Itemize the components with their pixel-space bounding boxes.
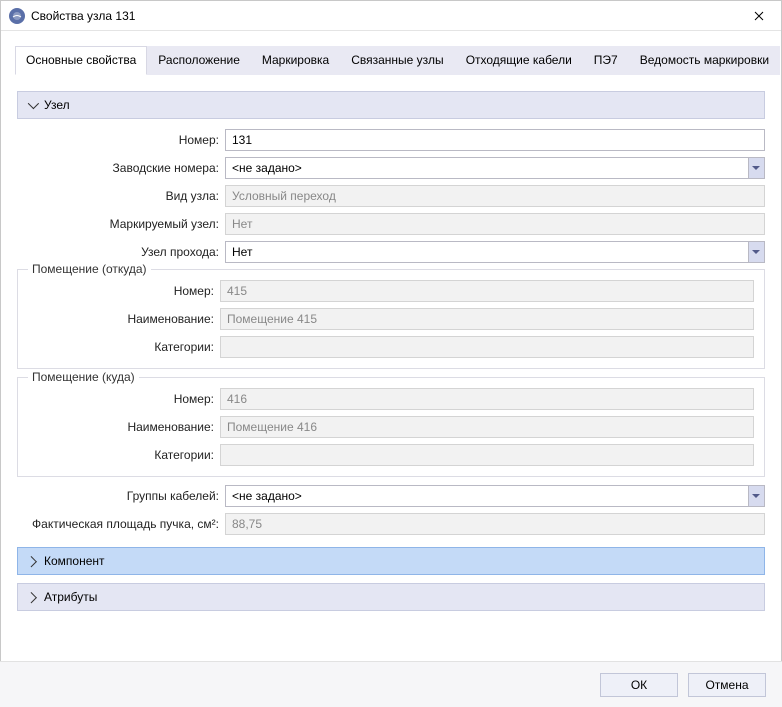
label-room-to-name: Наименование: (28, 420, 220, 434)
tab-location[interactable]: Расположение (147, 46, 251, 75)
group-room-to: Помещение (куда) Номер: Наименование: Ка… (17, 377, 765, 477)
label-room-from-name: Наименование: (28, 312, 220, 326)
input-room-to-categories (220, 444, 754, 466)
input-passage-node[interactable] (225, 241, 748, 263)
label-room-to-categories: Категории: (28, 448, 220, 462)
content-area: Узел Номер: Заводские номера: Вид узла: … (1, 75, 781, 629)
row-number: Номер: (17, 129, 765, 151)
tab-linked-nodes[interactable]: Связанные узлы (340, 46, 454, 75)
titlebar: Свойства узла 131 (1, 1, 781, 31)
label-room-from-number: Номер: (28, 284, 220, 298)
window-title: Свойства узла 131 (31, 9, 737, 23)
section-body-node: Номер: Заводские номера: Вид узла: Марки… (17, 129, 765, 547)
label-node-type: Вид узла: (17, 189, 225, 203)
legend-room-from: Помещение (откуда) (28, 262, 151, 276)
tab-bar: Основные свойства Расположение Маркировк… (1, 31, 781, 75)
chevron-down-icon (752, 494, 760, 498)
input-cable-groups[interactable] (225, 485, 748, 507)
section-header-component[interactable]: Компонент (17, 547, 765, 575)
label-bundle-area: Фактическая площадь пучка, см²: (17, 517, 225, 531)
chevron-right-icon (26, 592, 37, 603)
input-room-to-number (220, 388, 754, 410)
label-passage-node: Узел прохода: (17, 245, 225, 259)
cancel-button[interactable]: Отмена (688, 673, 766, 697)
tab-main-properties[interactable]: Основные свойства (15, 46, 147, 75)
row-room-from-number: Номер: (28, 280, 754, 302)
dropdown-passage-node[interactable] (748, 241, 765, 263)
label-room-from-categories: Категории: (28, 340, 220, 354)
tab-outgoing-cables[interactable]: Отходящие кабели (455, 46, 583, 75)
row-passage-node: Узел прохода: (17, 241, 765, 263)
dropdown-cable-groups[interactable] (748, 485, 765, 507)
dialog-footer: ОК Отмена (0, 661, 782, 707)
input-markable (225, 213, 765, 235)
label-factory-numbers: Заводские номера: (17, 161, 225, 175)
chevron-right-icon (26, 556, 37, 567)
input-room-to-name (220, 416, 754, 438)
row-room-to-name: Наименование: (28, 416, 754, 438)
row-room-from-categories: Категории: (28, 336, 754, 358)
input-number[interactable] (225, 129, 765, 151)
input-room-from-name (220, 308, 754, 330)
row-cable-groups: Группы кабелей: (17, 485, 765, 507)
row-node-type: Вид узла: (17, 185, 765, 207)
close-icon (754, 11, 764, 21)
input-factory-numbers[interactable] (225, 157, 748, 179)
section-title-component: Компонент (44, 554, 105, 568)
tab-marking[interactable]: Маркировка (251, 46, 340, 75)
row-room-from-name: Наименование: (28, 308, 754, 330)
label-room-to-number: Номер: (28, 392, 220, 406)
label-number: Номер: (17, 133, 225, 147)
row-bundle-area: Фактическая площадь пучка, см²: (17, 513, 765, 535)
chevron-down-icon (752, 250, 760, 254)
chevron-down-icon (28, 98, 39, 109)
input-node-type (225, 185, 765, 207)
label-markable: Маркируемый узел: (17, 217, 225, 231)
ok-button[interactable]: ОК (600, 673, 678, 697)
section-header-attributes[interactable]: Атрибуты (17, 583, 765, 611)
section-title-attributes: Атрибуты (44, 590, 97, 604)
chevron-down-icon (752, 166, 760, 170)
row-room-to-number: Номер: (28, 388, 754, 410)
input-bundle-area (225, 513, 765, 535)
group-room-from: Помещение (откуда) Номер: Наименование: … (17, 269, 765, 369)
section-title-node: Узел (44, 98, 70, 112)
tab-marking-sheet[interactable]: Ведомость маркировки (629, 46, 780, 75)
row-markable: Маркируемый узел: (17, 213, 765, 235)
legend-room-to: Помещение (куда) (28, 370, 139, 384)
row-room-to-categories: Категории: (28, 444, 754, 466)
input-room-from-categories (220, 336, 754, 358)
dropdown-factory-numbers[interactable] (748, 157, 765, 179)
input-room-from-number (220, 280, 754, 302)
app-icon (9, 8, 25, 24)
tab-pe7[interactable]: ПЭ7 (583, 46, 629, 75)
row-factory-numbers: Заводские номера: (17, 157, 765, 179)
section-header-node[interactable]: Узел (17, 91, 765, 119)
close-button[interactable] (737, 1, 781, 31)
label-cable-groups: Группы кабелей: (17, 489, 225, 503)
